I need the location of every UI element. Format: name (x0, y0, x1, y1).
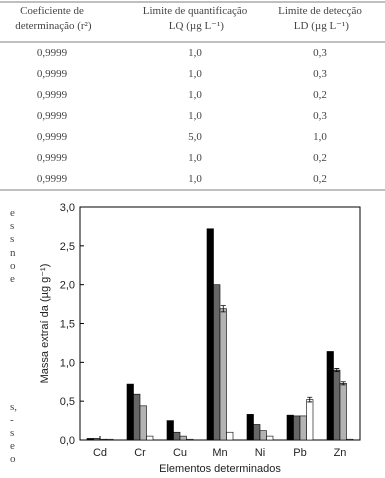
bar (206, 228, 214, 441)
bar (299, 415, 307, 441)
bar (219, 308, 227, 441)
table-cell: 0,3 (313, 47, 327, 59)
bar (306, 399, 314, 441)
table-cell: 5,0 (188, 131, 202, 143)
table-header: Limite de detecção LD (µg L⁻¹) (278, 5, 362, 32)
bar (266, 435, 274, 441)
text-fragment: s (10, 233, 14, 245)
bar (186, 438, 194, 441)
bar (166, 420, 174, 441)
text-fragment: s (10, 220, 14, 232)
bar (246, 414, 254, 441)
text-fragment: s, (10, 401, 17, 413)
y-tick-label: 0,0 (60, 435, 75, 447)
bar (179, 435, 187, 441)
x-tick-label: Cr (134, 447, 146, 459)
error-bar (334, 368, 340, 373)
bar (126, 383, 134, 441)
table-cell: 0,2 (313, 152, 327, 164)
table-header: Coeficiente de determinação (r²) (12, 5, 91, 32)
table-cell: 1,0 (188, 152, 202, 164)
table-cell: 1,0 (188, 173, 202, 185)
x-tick-label: Cu (173, 447, 187, 459)
x-tick-label: Zn (334, 447, 347, 459)
table-cell: 0,9999 (37, 47, 68, 59)
bar (146, 435, 154, 441)
y-axis-label: Massa extraí da (µg g⁻¹) (39, 264, 51, 384)
text-fragment: n (10, 247, 16, 259)
table-cell: 1,0 (313, 131, 327, 143)
y-tick-label: 0,5 (60, 396, 75, 408)
bar (333, 369, 341, 441)
y-tick-label: 2,5 (60, 241, 75, 253)
table-cell: 1,0 (188, 68, 202, 80)
text-fragment: o (10, 260, 16, 272)
bar (259, 430, 267, 441)
x-tick-label: Cd (93, 447, 107, 459)
text-fragment: o (10, 453, 16, 465)
text-fragment: e (10, 440, 15, 452)
table-cell: 0,9999 (37, 173, 68, 185)
error-bar (307, 396, 313, 403)
x-tick-label: Ni (255, 447, 265, 459)
bar (86, 438, 94, 441)
table-cell: 0,3 (313, 110, 327, 122)
bar (339, 383, 347, 441)
bar (133, 393, 141, 441)
error-bar (220, 305, 226, 313)
bar (293, 415, 301, 441)
table-cell: 0,9999 (37, 131, 68, 143)
table-cell: 0,2 (313, 173, 327, 185)
bar (346, 438, 354, 441)
y-tick-label: 1,0 (60, 357, 75, 369)
bar (99, 438, 107, 441)
table-cell: 1,0 (188, 47, 202, 59)
x-tick-label: Pb (293, 447, 306, 459)
y-tick-label: 2,0 (60, 280, 75, 292)
table-cell: 0,9999 (37, 152, 68, 164)
error-bar (340, 381, 346, 386)
table-cell: 1,0 (188, 89, 202, 101)
bar (226, 431, 234, 441)
y-tick-label: 1,5 (60, 319, 75, 331)
text-fragment: e (10, 207, 15, 219)
table-cell: 0,9999 (37, 68, 68, 80)
table-cell: 0,2 (313, 89, 327, 101)
text-fragment: e (10, 273, 15, 285)
x-axis-label: Elementos determinados (159, 463, 281, 475)
y-tick-label: 3,0 (60, 202, 75, 214)
bar (139, 405, 147, 441)
bar (286, 414, 294, 441)
bar (93, 438, 101, 441)
table-cell: 0,9999 (37, 110, 68, 122)
bar (213, 284, 221, 441)
table-cell: 1,0 (188, 110, 202, 122)
table-header: Limite de quantificação LQ (µg L⁻¹) (143, 5, 248, 32)
bar (173, 431, 181, 441)
x-tick-label: Mn (212, 447, 227, 459)
bar (253, 424, 261, 441)
text-fragment: s (10, 427, 14, 439)
bar (106, 438, 114, 441)
text-fragment: - (10, 414, 14, 426)
table-cell: 0,3 (313, 68, 327, 80)
bar (326, 351, 334, 441)
table-cell: 0,9999 (37, 89, 68, 101)
